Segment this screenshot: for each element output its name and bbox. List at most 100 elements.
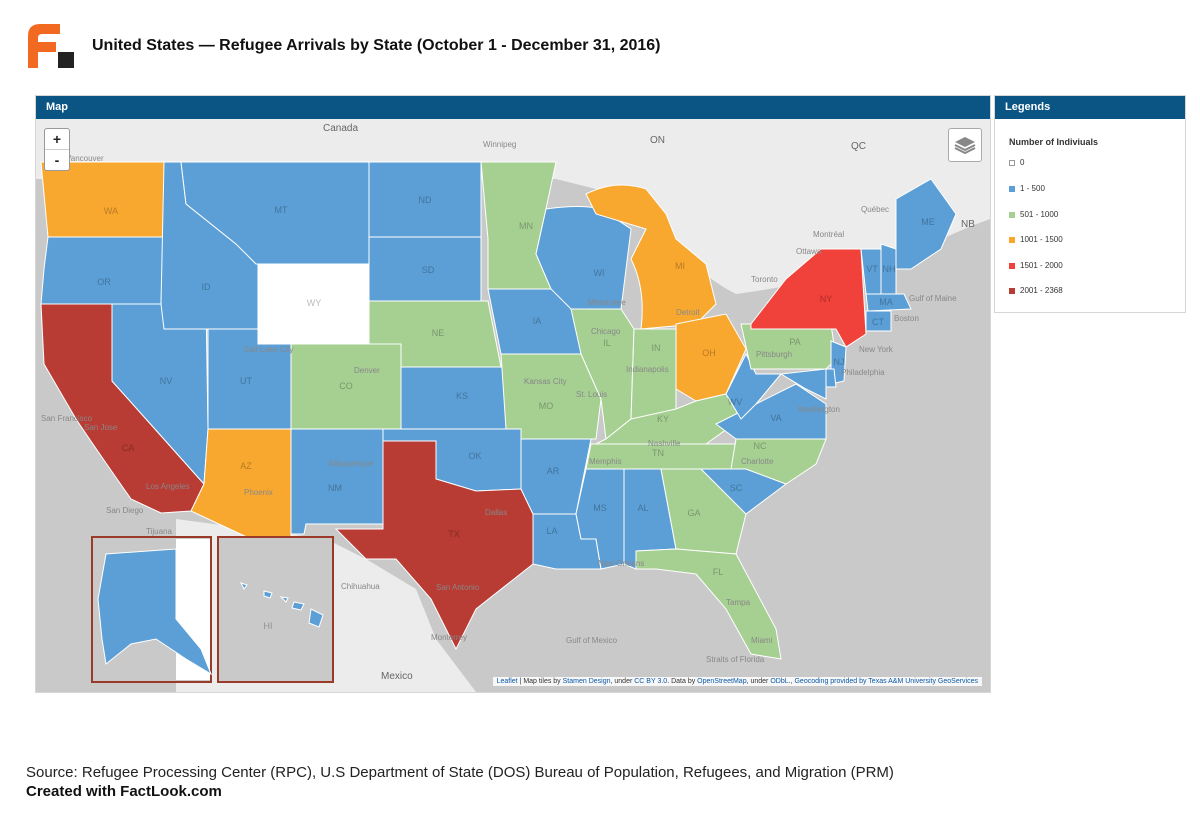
svg-text:Milwaukee: Milwaukee <box>588 298 626 307</box>
state-MA[interactable] <box>865 293 912 312</box>
svg-text:Dallas: Dallas <box>485 508 507 517</box>
state-CT[interactable] <box>865 310 892 332</box>
svg-text:Mexico: Mexico <box>381 671 413 682</box>
svg-text:FL: FL <box>713 567 724 577</box>
svg-text:Salt Lake City: Salt Lake City <box>244 345 293 354</box>
svg-text:Memphis: Memphis <box>589 457 621 466</box>
legend-item: 2001 - 2368 <box>1009 285 1063 297</box>
zoom-control: + - <box>44 128 70 171</box>
svg-text:Gulf of Mexico: Gulf of Mexico <box>566 636 618 645</box>
leaflet-link[interactable]: Leaflet <box>496 678 518 685</box>
svg-text:MN: MN <box>519 221 533 231</box>
svg-text:Phoenix: Phoenix <box>244 488 273 497</box>
svg-text:MT: MT <box>275 205 288 215</box>
svg-text:OK: OK <box>468 451 481 461</box>
svg-text:Miami: Miami <box>751 636 773 645</box>
svg-text:WY: WY <box>307 298 322 308</box>
svg-text:CT: CT <box>872 317 884 327</box>
legend-item: 1001 - 1500 <box>1009 234 1063 246</box>
svg-text:IA: IA <box>533 316 542 326</box>
state-WA[interactable] <box>40 161 165 238</box>
legend-item: 501 - 1000 <box>1009 209 1058 221</box>
svg-text:SD: SD <box>422 265 435 275</box>
svg-text:OH: OH <box>702 348 716 358</box>
svg-text:AL: AL <box>637 503 648 513</box>
svg-text:WA: WA <box>104 206 118 216</box>
svg-text:NE: NE <box>432 328 445 338</box>
page-title: United States — Refugee Arrivals by Stat… <box>92 37 661 54</box>
state-TX[interactable] <box>334 440 534 651</box>
state-KS[interactable] <box>400 366 507 430</box>
odbl-link[interactable]: ODbL <box>770 678 789 685</box>
layers-icon <box>954 137 976 155</box>
state-NM[interactable] <box>290 428 384 535</box>
svg-text:ON: ON <box>650 135 665 146</box>
svg-text:AR: AR <box>547 466 560 476</box>
svg-text:MA: MA <box>879 297 893 307</box>
state-HI <box>240 582 324 628</box>
svg-text:TN: TN <box>652 448 664 458</box>
svg-text:Vancouver: Vancouver <box>66 154 104 163</box>
legend-item: 1501 - 2000 <box>1009 260 1063 272</box>
svg-text:MI: MI <box>675 261 685 271</box>
legend-swatch <box>1009 159 1015 166</box>
svg-text:Albuquerque: Albuquerque <box>328 459 374 468</box>
svg-text:NH: NH <box>883 264 896 274</box>
svg-text:NY: NY <box>820 294 833 304</box>
source-note: Source: Refugee Processing Center (RPC),… <box>26 764 894 781</box>
state-FL[interactable] <box>635 548 782 660</box>
zoom-out-button[interactable]: - <box>45 149 69 170</box>
layers-button[interactable] <box>948 128 982 162</box>
ccby-link[interactable]: CC BY 3.0 <box>634 678 668 685</box>
svg-text:New York: New York <box>859 345 894 354</box>
svg-text:Indianapolis: Indianapolis <box>626 365 669 374</box>
svg-text:Los Angeles: Los Angeles <box>146 482 190 491</box>
svg-text:Detroit: Detroit <box>676 308 700 317</box>
svg-text:HI: HI <box>264 621 273 631</box>
svg-text:New Orleans: New Orleans <box>598 559 644 568</box>
svg-text:Pittsburgh: Pittsburgh <box>756 350 792 359</box>
svg-text:TX: TX <box>448 529 460 539</box>
svg-text:QC: QC <box>851 141 866 152</box>
svg-text:MS: MS <box>593 503 607 513</box>
legend-swatch <box>1009 262 1015 269</box>
state-ME[interactable] <box>895 178 957 270</box>
stamen-link[interactable]: Stamen Design <box>562 678 611 685</box>
map-view[interactable]: WA OR CA NV ID MT WY UT AZ CO NM ND SD N… <box>36 119 990 692</box>
svg-text:KY: KY <box>657 414 669 424</box>
inset-alaska[interactable] <box>91 536 213 683</box>
state-GA[interactable] <box>660 468 747 555</box>
svg-text:UT: UT <box>240 376 252 386</box>
svg-text:Canada: Canada <box>323 123 358 134</box>
legend-swatch <box>1009 287 1015 294</box>
svg-text:NC: NC <box>754 441 767 451</box>
svg-text:Winnipeg: Winnipeg <box>483 140 516 149</box>
svg-text:Washington: Washington <box>798 405 840 414</box>
svg-text:Straits of Florida: Straits of Florida <box>706 655 765 664</box>
state-MD[interactable] <box>779 368 827 400</box>
svg-text:AZ: AZ <box>240 461 252 471</box>
svg-text:Boston: Boston <box>894 314 919 323</box>
state-NY[interactable] <box>750 248 867 348</box>
svg-text:Charlotte: Charlotte <box>741 457 774 466</box>
state-OR[interactable] <box>40 236 165 305</box>
svg-text:WV: WV <box>728 397 743 407</box>
svg-text:GA: GA <box>687 508 700 518</box>
map-canvas[interactable]: WA OR CA NV ID MT WY UT AZ CO NM ND SD N… <box>36 119 990 692</box>
osm-link[interactable]: OpenStreetMap <box>697 678 747 685</box>
inset-hawaii[interactable] <box>217 536 334 683</box>
svg-text:ID: ID <box>202 282 212 292</box>
svg-text:St. Louis: St. Louis <box>576 390 607 399</box>
state-DE[interactable] <box>825 368 837 388</box>
legend-swatch <box>1009 185 1015 192</box>
legend-panel-title: Legends <box>995 96 1185 119</box>
zoom-in-button[interactable]: + <box>52 131 62 147</box>
geocoding-link[interactable]: Geocoding provided by Texas A&M Universi… <box>794 678 978 685</box>
state-labels: WA OR CA NV ID MT WY UT AZ CO NM ND SD N… <box>97 195 935 631</box>
basemap-labels: Canada Mexico ON QC NB Vancouver Winnipe… <box>41 123 975 682</box>
svg-text:Denver: Denver <box>354 366 380 375</box>
legend-panel: Legends Number of Indiviuals 0 1 - 500 5… <box>994 95 1186 313</box>
svg-text:Tampa: Tampa <box>726 598 751 607</box>
legend-item: 1 - 500 <box>1009 183 1045 195</box>
svg-text:NV: NV <box>160 376 173 386</box>
